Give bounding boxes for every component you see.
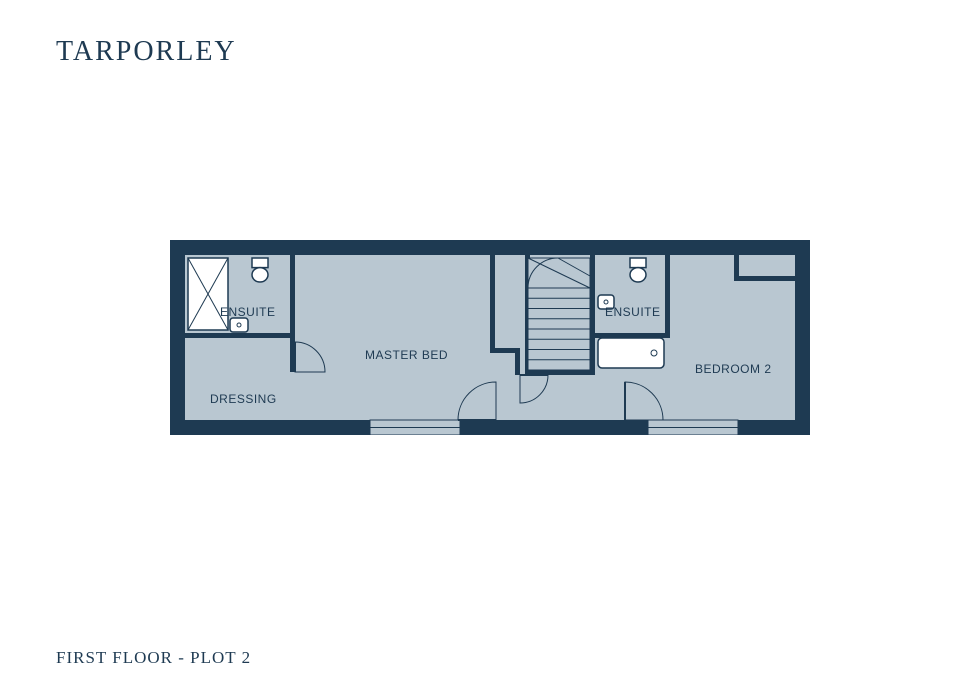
floorplan: ENSUITE DRESSING MASTER BED ENSUITE BEDROOM …	[170, 240, 810, 435]
room-label-ensuite2: ENSUITE	[605, 305, 661, 319]
room-label-dressing: DRESSING	[210, 392, 277, 406]
page-title: TARPORLEY	[56, 36, 237, 68]
room-label-masterbed: MASTER BED	[365, 348, 448, 362]
room-label-ensuite1: ENSUITE	[220, 305, 276, 319]
room-label-bedroom2: BEDROOM 2	[695, 362, 772, 376]
page-subtitle: FIRST FLOOR - PLOT 2	[56, 648, 251, 668]
